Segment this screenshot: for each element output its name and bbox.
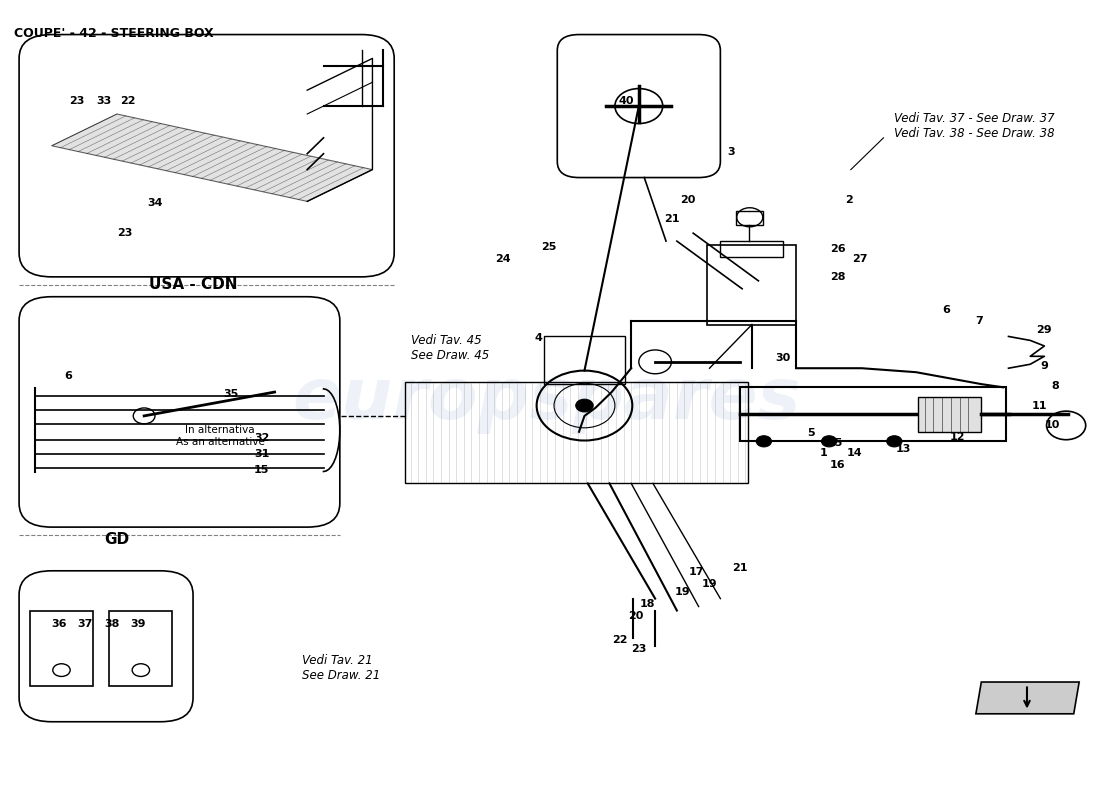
Bar: [405, 382, 748, 483]
Text: 16: 16: [830, 460, 846, 470]
Text: USA - CDN: USA - CDN: [148, 278, 238, 292]
Text: 19: 19: [674, 587, 690, 598]
Text: 40: 40: [618, 96, 634, 106]
Text: 8: 8: [1052, 381, 1059, 390]
Text: 10: 10: [1044, 421, 1059, 430]
Text: 2: 2: [845, 194, 853, 205]
Text: 6: 6: [64, 371, 72, 381]
Text: 19: 19: [702, 579, 717, 590]
Bar: [918, 397, 981, 432]
Text: 22: 22: [613, 635, 628, 645]
Text: 30: 30: [776, 353, 791, 363]
Text: 12: 12: [949, 432, 965, 442]
Text: 38: 38: [103, 619, 119, 629]
Circle shape: [887, 436, 902, 447]
Text: 27: 27: [851, 254, 867, 263]
Text: 15: 15: [828, 438, 844, 448]
Text: 39: 39: [130, 619, 145, 629]
Bar: [707, 245, 796, 325]
Circle shape: [822, 436, 837, 447]
Text: 37: 37: [78, 619, 94, 629]
Text: 36: 36: [52, 619, 67, 629]
Text: 23: 23: [631, 645, 647, 654]
Text: GD: GD: [104, 531, 130, 546]
Text: 20: 20: [680, 194, 695, 205]
Text: 34: 34: [147, 198, 163, 208]
Bar: [109, 610, 173, 686]
Text: 9: 9: [1041, 361, 1048, 371]
Text: 32: 32: [254, 433, 270, 443]
Text: Vedi Tav. 21
See Draw. 21: Vedi Tav. 21 See Draw. 21: [301, 654, 380, 682]
Text: 14: 14: [846, 448, 862, 458]
Text: 21: 21: [733, 563, 748, 574]
Bar: [740, 387, 1006, 442]
Text: 4: 4: [535, 333, 542, 343]
Text: Vedi Tav. 45
See Draw. 45: Vedi Tav. 45 See Draw. 45: [410, 334, 488, 362]
Text: Vedi Tav. 37 - See Draw. 37
Vedi Tav. 38 - See Draw. 38: Vedi Tav. 37 - See Draw. 37 Vedi Tav. 38…: [894, 112, 1055, 140]
Text: 22: 22: [120, 96, 135, 106]
Circle shape: [575, 399, 593, 412]
Text: 1: 1: [820, 448, 827, 458]
Text: 23: 23: [117, 228, 132, 238]
Polygon shape: [976, 682, 1079, 714]
Text: 33: 33: [97, 96, 111, 106]
Bar: [544, 337, 625, 384]
Text: COUPE' - 42 - STEERING BOX: COUPE' - 42 - STEERING BOX: [13, 26, 213, 40]
Polygon shape: [52, 114, 373, 202]
Text: 7: 7: [976, 315, 983, 326]
Text: 18: 18: [640, 599, 656, 609]
Text: 21: 21: [663, 214, 679, 224]
Circle shape: [757, 436, 771, 447]
Text: 20: 20: [628, 611, 643, 621]
Text: 26: 26: [830, 244, 846, 254]
Text: In alternativa
As an alternative: In alternativa As an alternative: [176, 425, 265, 446]
Bar: [720, 241, 783, 257]
Text: 11: 11: [1031, 401, 1047, 410]
Text: 24: 24: [495, 254, 510, 263]
Bar: [30, 610, 94, 686]
Text: 6: 6: [943, 306, 950, 315]
Text: europspares: europspares: [293, 366, 801, 434]
Text: 5: 5: [806, 428, 814, 438]
Text: 31: 31: [254, 449, 270, 459]
Text: 29: 29: [1036, 325, 1053, 335]
Text: 28: 28: [830, 272, 846, 282]
Text: 23: 23: [69, 96, 85, 106]
Text: 25: 25: [541, 242, 557, 252]
Text: 15: 15: [254, 465, 270, 475]
Text: 13: 13: [895, 444, 911, 454]
Text: 17: 17: [689, 567, 704, 578]
Bar: [736, 211, 762, 226]
Text: 35: 35: [223, 390, 239, 399]
Text: 3: 3: [727, 147, 735, 157]
